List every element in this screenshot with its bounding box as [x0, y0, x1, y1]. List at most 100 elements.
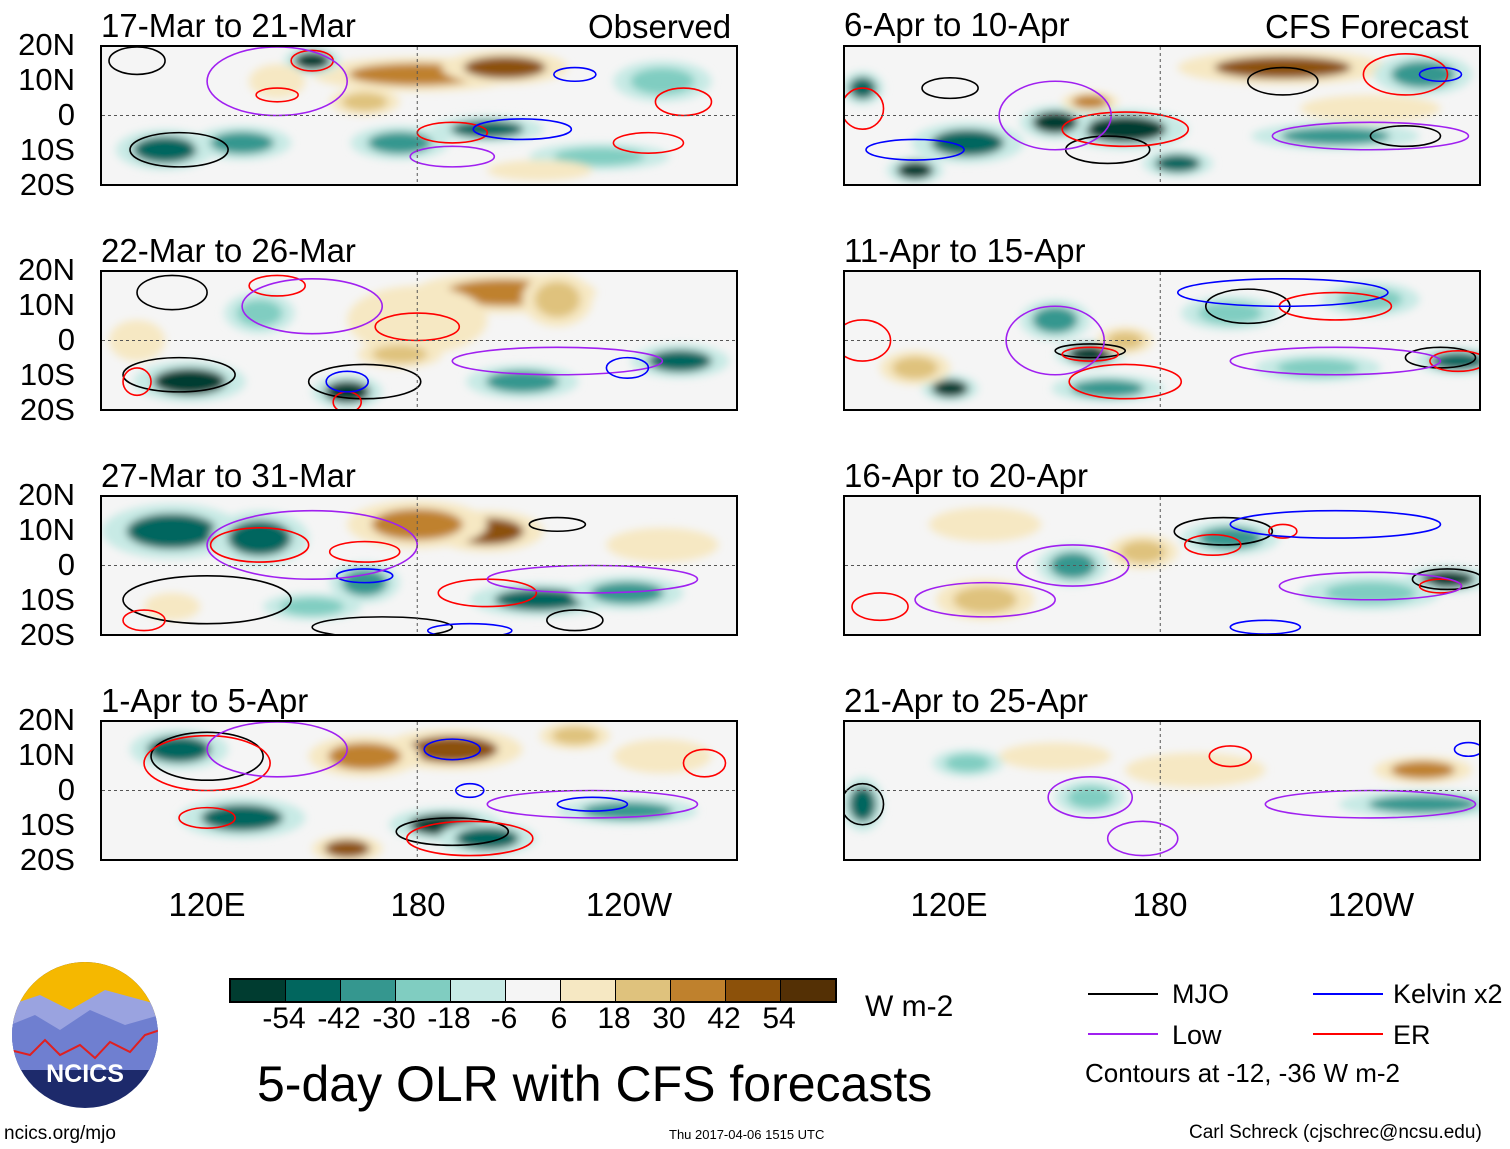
olr-map-panel [843, 720, 1481, 861]
olr-anomaly [406, 736, 498, 763]
lat-label: 0 [57, 547, 75, 582]
kelvin-contour [1419, 68, 1461, 82]
lon-label: 120E [168, 886, 246, 923]
lat-label: 20S [19, 842, 75, 877]
panel-title: 16-Apr to 20-Apr [844, 457, 1088, 494]
colorbar-tick: 18 [597, 1002, 631, 1035]
low-contour [487, 791, 697, 818]
kelvin-contour [606, 358, 648, 379]
olr-anomaly [371, 297, 463, 343]
colorbar-tick: -6 [490, 1002, 518, 1035]
lat-label: 10N [18, 737, 75, 772]
mjo-contour [123, 576, 291, 624]
olr-anomaly [630, 745, 695, 768]
mjo-contour [137, 275, 207, 309]
olr-anomaly [1391, 761, 1455, 779]
olr-anomaly [1107, 331, 1144, 350]
olr-anomaly [324, 839, 370, 858]
mjo-contour [123, 358, 235, 392]
mjo-contour [845, 784, 884, 825]
low-contour [1230, 347, 1440, 374]
olr-map-panel [100, 270, 738, 411]
site-url[interactable]: ncics.org/mjo [4, 1123, 116, 1144]
mjo-contour [309, 364, 421, 398]
olr-anomaly [371, 508, 463, 540]
er-contour [179, 808, 235, 829]
olr-anomaly [1071, 379, 1145, 398]
olr-anomaly [293, 51, 331, 70]
lat-label: 20S [19, 167, 75, 202]
er-contour [1209, 746, 1251, 767]
kelvin-contour [557, 797, 627, 811]
er-contour [1430, 351, 1479, 372]
olr-anomaly [1391, 61, 1455, 88]
legend-mjo: MJO [1172, 979, 1229, 1009]
olr-anomaly [931, 379, 969, 398]
olr-anomaly [1071, 95, 1109, 109]
panel-title: 27-Mar to 31-Mar [101, 457, 356, 494]
colorbar-swatch [726, 980, 781, 1001]
olr-anomaly [1149, 758, 1241, 782]
er-contour [144, 736, 270, 791]
olr-anomaly [126, 513, 218, 550]
olr-map-panel [843, 270, 1481, 411]
olr-anomaly [948, 513, 1022, 536]
lat-label: 10N [18, 62, 75, 97]
olr-anomaly [372, 345, 428, 364]
timestamp: Thu 2017-04-06 1515 UTC [669, 1127, 825, 1142]
olr-anomaly [552, 726, 598, 745]
olr-anomaly [118, 327, 156, 354]
olr-anomaly [1324, 581, 1416, 605]
olr-anomaly [147, 736, 211, 763]
panel-title: 6-Apr to 10-Apr [844, 6, 1070, 43]
olr-anomaly [463, 56, 546, 79]
lat-label: 20N [18, 252, 75, 287]
colorbar-tick: 30 [652, 1002, 686, 1035]
olr-anomaly [648, 349, 712, 373]
olr-anomaly [1368, 795, 1478, 814]
legend-er-line [1313, 1033, 1383, 1035]
mjo-contour [1370, 126, 1440, 147]
mjo-contour [396, 818, 508, 845]
lat-label: 0 [57, 322, 75, 357]
kelvin-contour [866, 139, 964, 160]
er-contour [123, 610, 165, 631]
mjo-contour [1248, 68, 1318, 95]
olr-anomaly [1119, 540, 1166, 563]
mjo-contour [312, 617, 452, 634]
kelvin-contour [473, 119, 571, 140]
olr-map-panel [100, 720, 738, 861]
olr-anomaly [553, 147, 645, 166]
lat-label: 10N [18, 287, 75, 322]
er-contour [683, 749, 725, 776]
er-contour [407, 821, 533, 855]
olr-anomaly [953, 586, 1017, 614]
lat-label: 10S [19, 807, 75, 842]
contour-note: Contours at -12, -36 W m-2 [1085, 1058, 1400, 1088]
olr-anomaly [494, 588, 586, 611]
lat-label: 10S [19, 132, 75, 167]
lat-label: 20N [18, 702, 75, 737]
olr-anomaly [1032, 306, 1078, 334]
er-contour [249, 275, 305, 296]
mjo-contour [547, 610, 603, 631]
olr-anomaly [944, 754, 991, 773]
er-contour [845, 320, 891, 361]
colorbar-swatch [341, 980, 396, 1001]
colorbar-swatch [506, 980, 561, 1001]
kelvin-contour [1454, 743, 1479, 757]
olr-anomaly [1154, 154, 1201, 173]
lon-label: 120W [1327, 886, 1415, 923]
colorbar-units: W m-2 [865, 990, 954, 1023]
colorbar-tick: -30 [372, 1002, 416, 1035]
lat-label: 20S [19, 392, 75, 427]
low-contour [1265, 791, 1475, 818]
colorbar-tick: 6 [550, 1002, 568, 1035]
er-contour [1062, 112, 1188, 146]
low-contour [915, 583, 1055, 617]
er-contour [852, 593, 908, 620]
mjo-contour [1055, 344, 1125, 358]
low-contour [487, 566, 697, 593]
olr-anomaly [1276, 358, 1359, 377]
